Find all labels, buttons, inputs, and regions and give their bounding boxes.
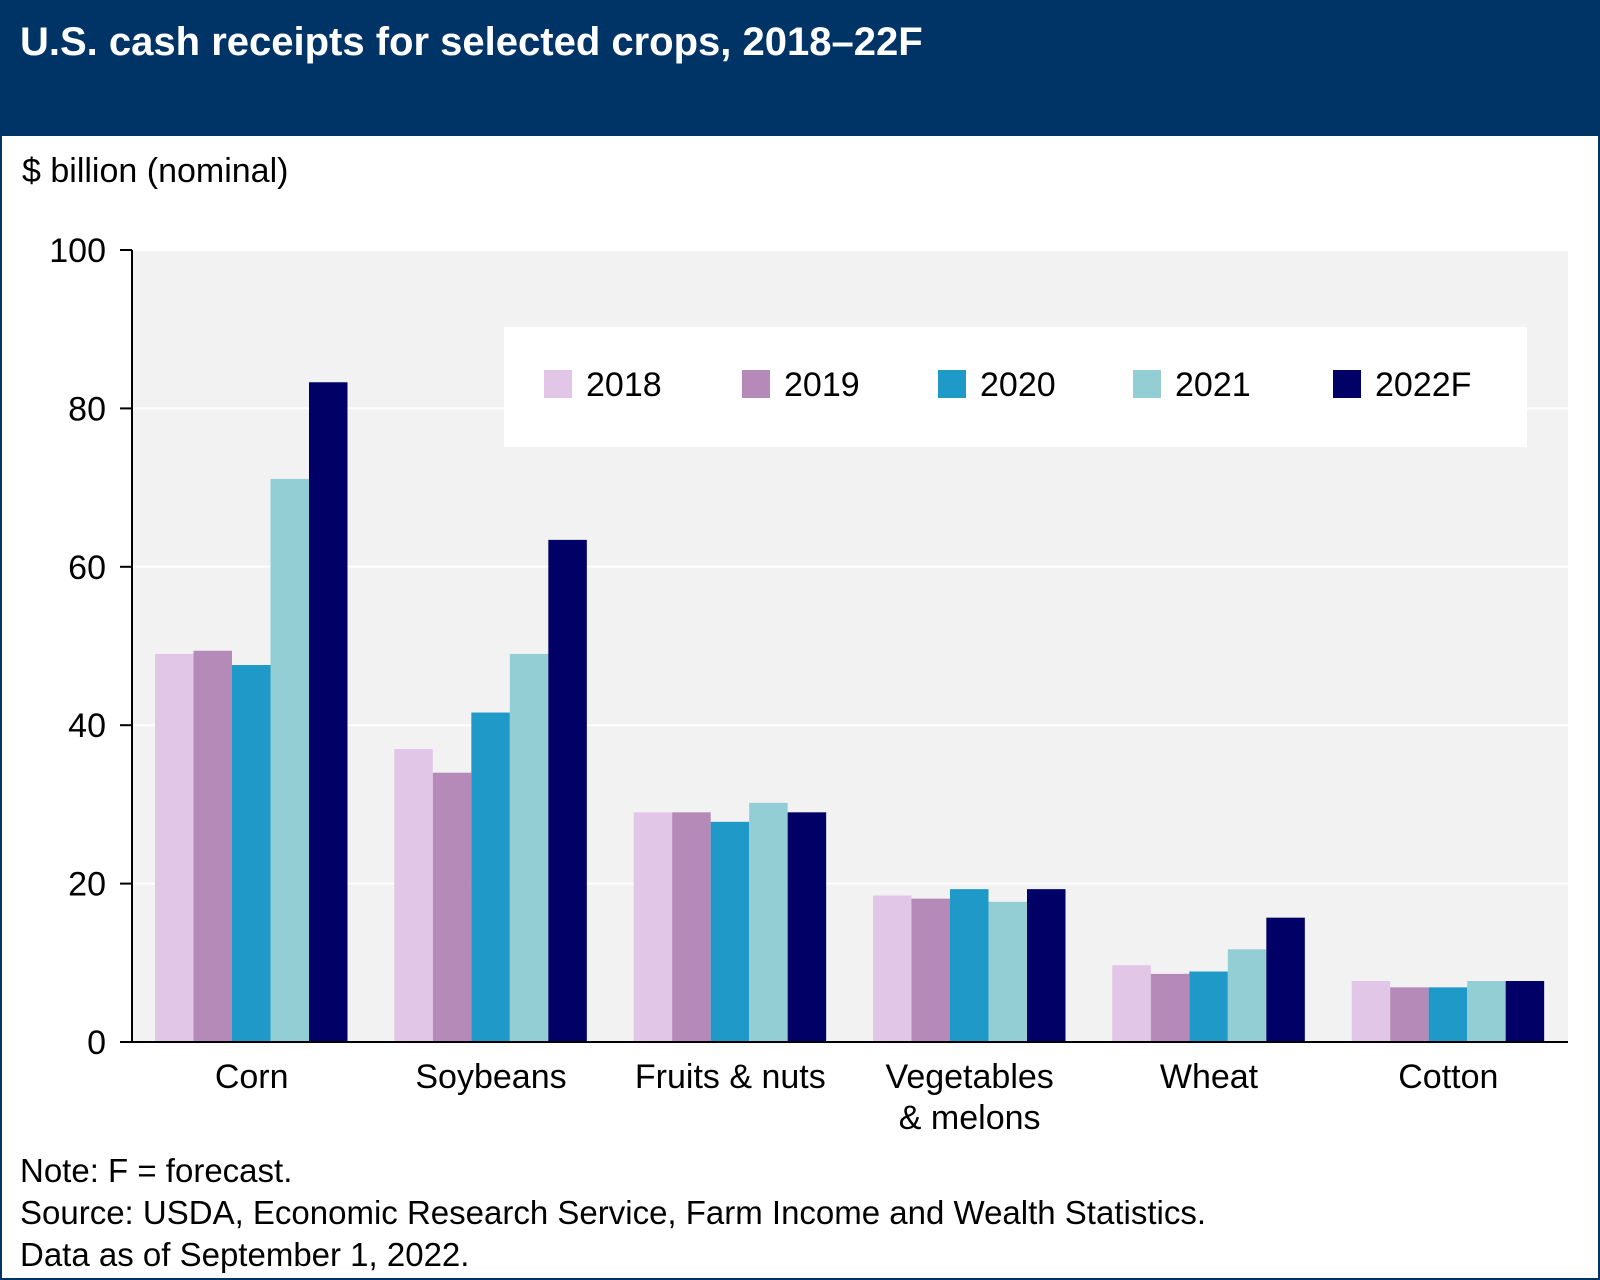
y-tick-label: 40 xyxy=(68,707,106,745)
bar-2020-2 xyxy=(710,821,750,1042)
x-tick-label: Vegetables xyxy=(886,1058,1054,1096)
bar-2018-2 xyxy=(633,812,673,1042)
bar-2022F-0 xyxy=(309,382,348,1042)
bar-2018-1 xyxy=(394,748,433,1042)
legend-label-2022F: 2022F xyxy=(1375,366,1471,404)
bar-2022F-3 xyxy=(1027,889,1066,1042)
bar-2022F-4 xyxy=(1266,917,1305,1042)
legend-swatch-2022F xyxy=(1333,370,1361,398)
y-tick-label: 20 xyxy=(68,866,106,904)
y-tick-label: 60 xyxy=(68,549,106,587)
x-tick-label: Soybeans xyxy=(415,1058,566,1096)
bar-2019-5 xyxy=(1390,987,1429,1042)
bar-2019-2 xyxy=(672,812,711,1042)
legend-label-2021: 2021 xyxy=(1175,366,1251,404)
y-tick-label: 0 xyxy=(87,1024,106,1062)
legend-swatch-2019 xyxy=(742,370,770,398)
bar-2022F-2 xyxy=(787,812,827,1042)
bar-2020-0 xyxy=(232,665,271,1042)
x-tick-label: & melons xyxy=(899,1099,1041,1137)
bar-2019-3 xyxy=(911,898,950,1042)
data-date-line: Data as of September 1, 2022. xyxy=(20,1236,470,1273)
legend-swatch-2020 xyxy=(938,370,966,398)
bar-2021-0 xyxy=(270,478,309,1042)
bar-2018-5 xyxy=(1351,981,1391,1042)
y-axis-unit-label: $ billion (nominal) xyxy=(22,152,289,190)
x-tick-label: Wheat xyxy=(1160,1058,1259,1096)
bar-2021-1 xyxy=(509,653,549,1042)
bar-2019-4 xyxy=(1150,973,1190,1042)
bar-2018-4 xyxy=(1112,965,1151,1042)
bar-2022F-5 xyxy=(1505,981,1545,1042)
bar-2020-3 xyxy=(950,889,989,1042)
bar-2021-2 xyxy=(749,802,788,1042)
legend-swatch-2021 xyxy=(1133,370,1161,398)
y-tick-label: 80 xyxy=(68,390,106,428)
x-tick-label: Cotton xyxy=(1398,1058,1498,1096)
legend-label-2018: 2018 xyxy=(586,366,662,404)
legend-swatch-2018 xyxy=(544,370,572,398)
legend-label-2020: 2020 xyxy=(980,366,1056,404)
bar-2022F-1 xyxy=(548,539,587,1042)
x-tick-label: Fruits & nuts xyxy=(635,1058,826,1096)
bar-2018-0 xyxy=(155,653,194,1042)
bar-2020-1 xyxy=(471,712,510,1042)
notes-block: Note: F = forecast. Source: USDA, Econom… xyxy=(20,1150,1206,1276)
y-tick-label: 100 xyxy=(49,232,106,270)
bar-2021-5 xyxy=(1467,981,1506,1042)
bar-2019-0 xyxy=(193,650,232,1042)
bar-2021-3 xyxy=(988,901,1027,1042)
x-tick-label: Corn xyxy=(215,1058,289,1096)
bar-2019-1 xyxy=(432,772,472,1042)
note-line: Note: F = forecast. xyxy=(20,1152,293,1189)
bar-2018-3 xyxy=(873,895,912,1042)
bar-2020-4 xyxy=(1189,971,1228,1042)
bar-2020-5 xyxy=(1428,987,1468,1042)
title-banner: U.S. cash receipts for selected crops, 2… xyxy=(2,2,1598,136)
chart-title: U.S. cash receipts for selected crops, 2… xyxy=(20,20,923,64)
bar-2021-4 xyxy=(1227,949,1267,1042)
source-line: Source: USDA, Economic Research Service,… xyxy=(20,1194,1207,1231)
legend-label-2019: 2019 xyxy=(784,366,860,404)
